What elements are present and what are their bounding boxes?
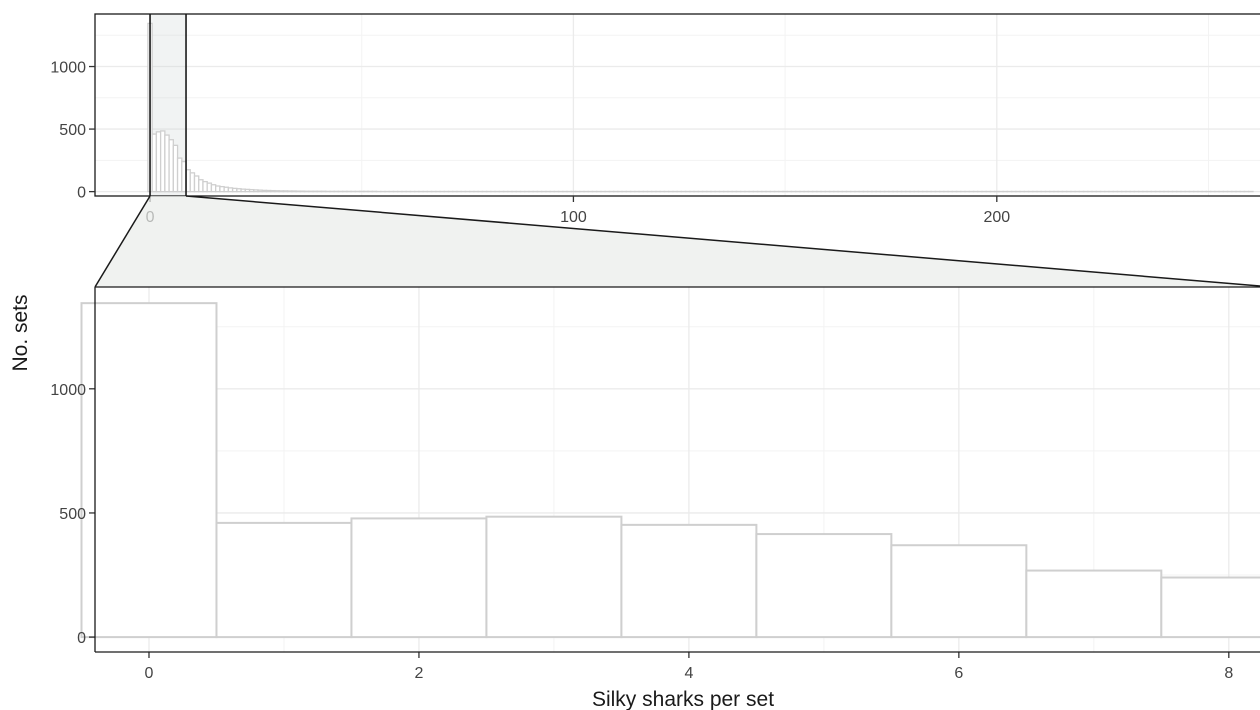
bot-bar [80,302,218,639]
bot-x-tick-label: 6 [954,665,963,682]
zoom-connector-left-edge [94,195,151,288]
bot-bar [350,517,488,639]
zoom-bars [80,302,1260,639]
overview-gridlines [95,14,1260,196]
x-axis-title: Silky sharks per set [592,688,774,710]
bot-x-tick-label: 4 [684,665,693,682]
zoom-connector-right-edge [185,195,1260,287]
overview-y-axis: 0 500 1000 [50,60,95,202]
bot-y-tick-label: 0 [77,630,86,647]
zoom-x-axis: 0 2 4 6 8 [95,651,1260,682]
bot-x-tick-label: 0 [145,665,154,682]
overview-panel: 0 500 1000 0 100 200 [50,13,1260,226]
y-axis-title: No. sets [9,294,32,371]
zoom-region-edges [149,14,187,196]
bot-bar [620,523,758,639]
top-y-tick-label: 0 [77,185,86,202]
zoom-panel: 0 500 1000 0 2 4 6 8 [50,286,1260,682]
bot-x-tick-label: 8 [1224,665,1233,682]
bot-x-tick-label: 2 [414,665,423,682]
bot-bar [890,544,1028,639]
zoom-connector [95,196,1260,287]
top-x-tick-label: 100 [560,209,587,226]
bot-bar [215,521,353,639]
bot-y-tick-label: 500 [59,506,86,523]
bot-bar [1160,576,1260,639]
bot-bar [485,515,623,639]
bot-bar [755,533,893,639]
overview-panel-border [94,13,1260,197]
top-x-tick-label: 200 [983,209,1010,226]
overview-bars [147,22,1254,193]
bot-bar [1025,569,1163,639]
zoom-y-axis: 0 500 1000 [50,287,96,652]
top-y-tick-label: 500 [59,122,86,139]
bot-y-tick-label: 1000 [50,382,86,399]
top-y-tick-label: 1000 [50,60,86,77]
